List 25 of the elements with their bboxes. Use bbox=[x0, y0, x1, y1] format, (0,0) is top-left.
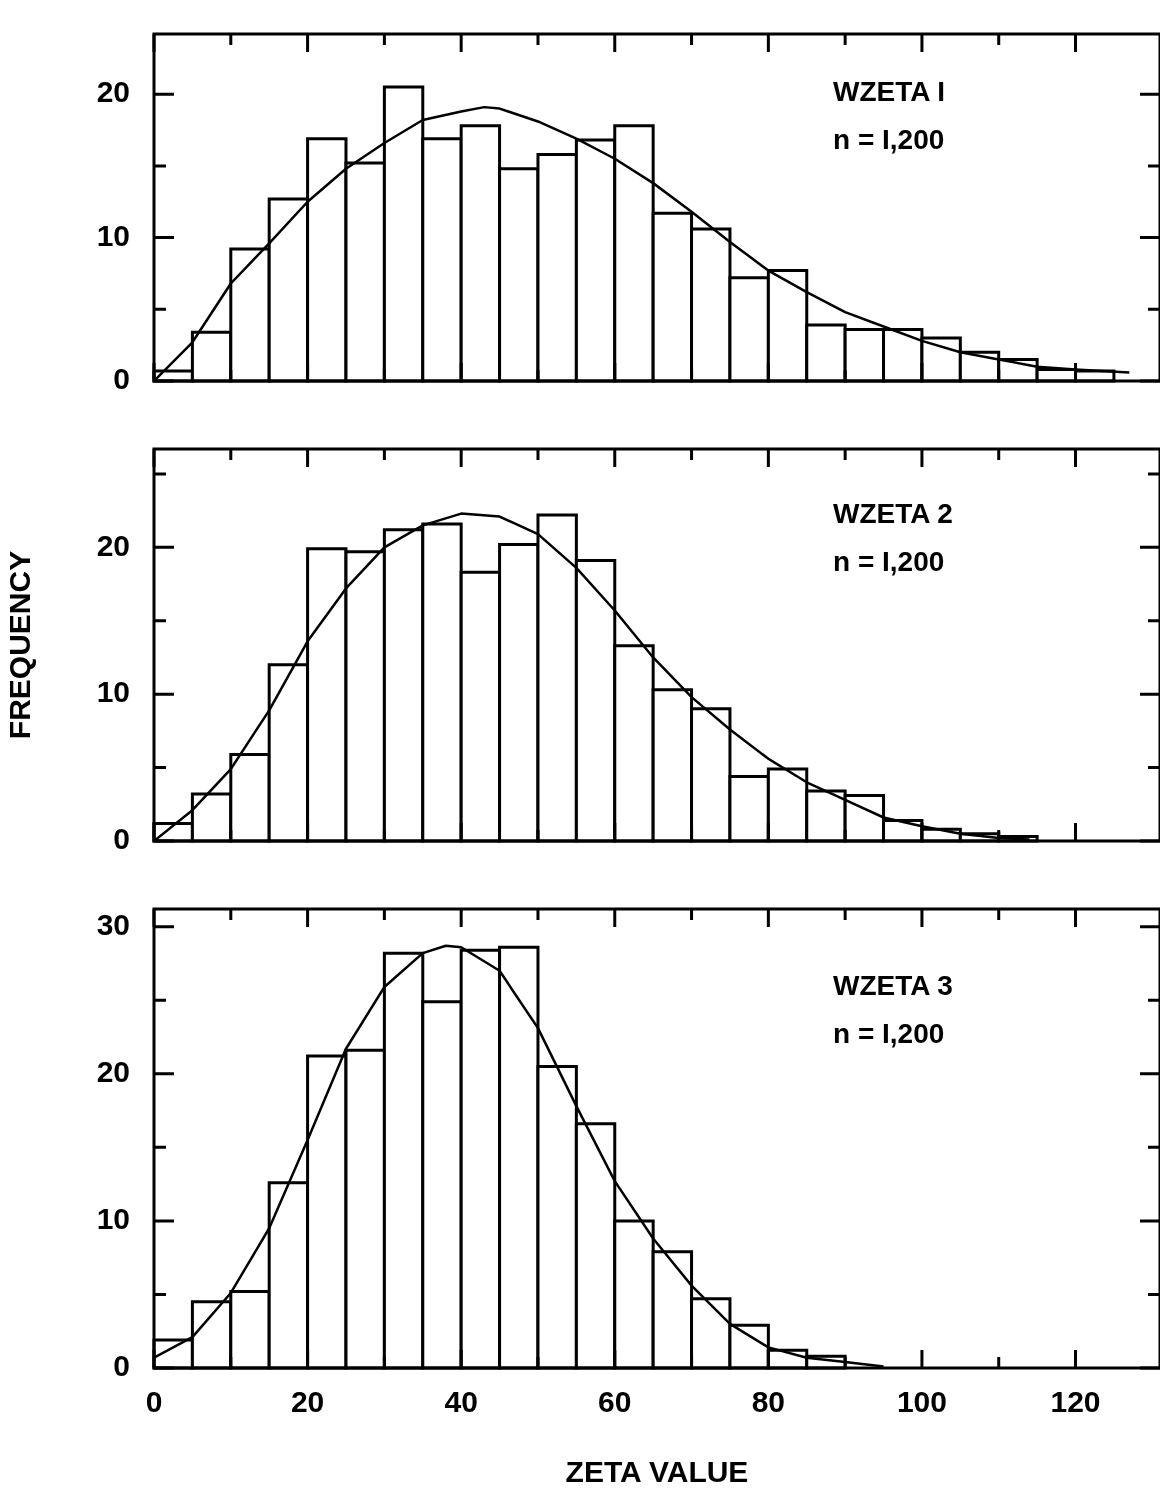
x-tick-label: 0 bbox=[145, 1385, 163, 1419]
x-tick-label: 120 bbox=[1050, 1385, 1101, 1419]
annotation: n = I,200 bbox=[833, 1017, 945, 1049]
annotation: n = I,200 bbox=[833, 546, 945, 578]
y-axis-title: FREQUENCY bbox=[3, 550, 37, 740]
y-tick-label: 0 bbox=[113, 362, 130, 396]
x-tick-label: 60 bbox=[598, 1385, 632, 1419]
x-tick-label: 100 bbox=[896, 1385, 947, 1419]
x-tick-label: 40 bbox=[444, 1385, 478, 1419]
y-tick-label: 20 bbox=[96, 528, 130, 562]
annotation: WZETA 3 bbox=[833, 969, 953, 1001]
y-tick-label: 20 bbox=[96, 75, 130, 109]
y-tick-label: 20 bbox=[96, 1055, 130, 1089]
annotation: WZETA I bbox=[833, 75, 946, 107]
y-tick-label: 0 bbox=[113, 822, 130, 856]
y-tick-label: 10 bbox=[96, 675, 130, 709]
annotation: n = I,200 bbox=[833, 123, 945, 155]
y-tick-label: 30 bbox=[96, 907, 130, 941]
x-tick-label: 20 bbox=[290, 1385, 325, 1419]
x-axis-title: ZETA VALUE bbox=[565, 1455, 749, 1489]
y-tick-label: 0 bbox=[113, 1349, 130, 1383]
y-tick-label: 10 bbox=[96, 1202, 130, 1236]
y-tick-label: 10 bbox=[96, 218, 130, 252]
annotation: WZETA 2 bbox=[833, 498, 953, 530]
x-tick-label: 80 bbox=[751, 1385, 786, 1419]
